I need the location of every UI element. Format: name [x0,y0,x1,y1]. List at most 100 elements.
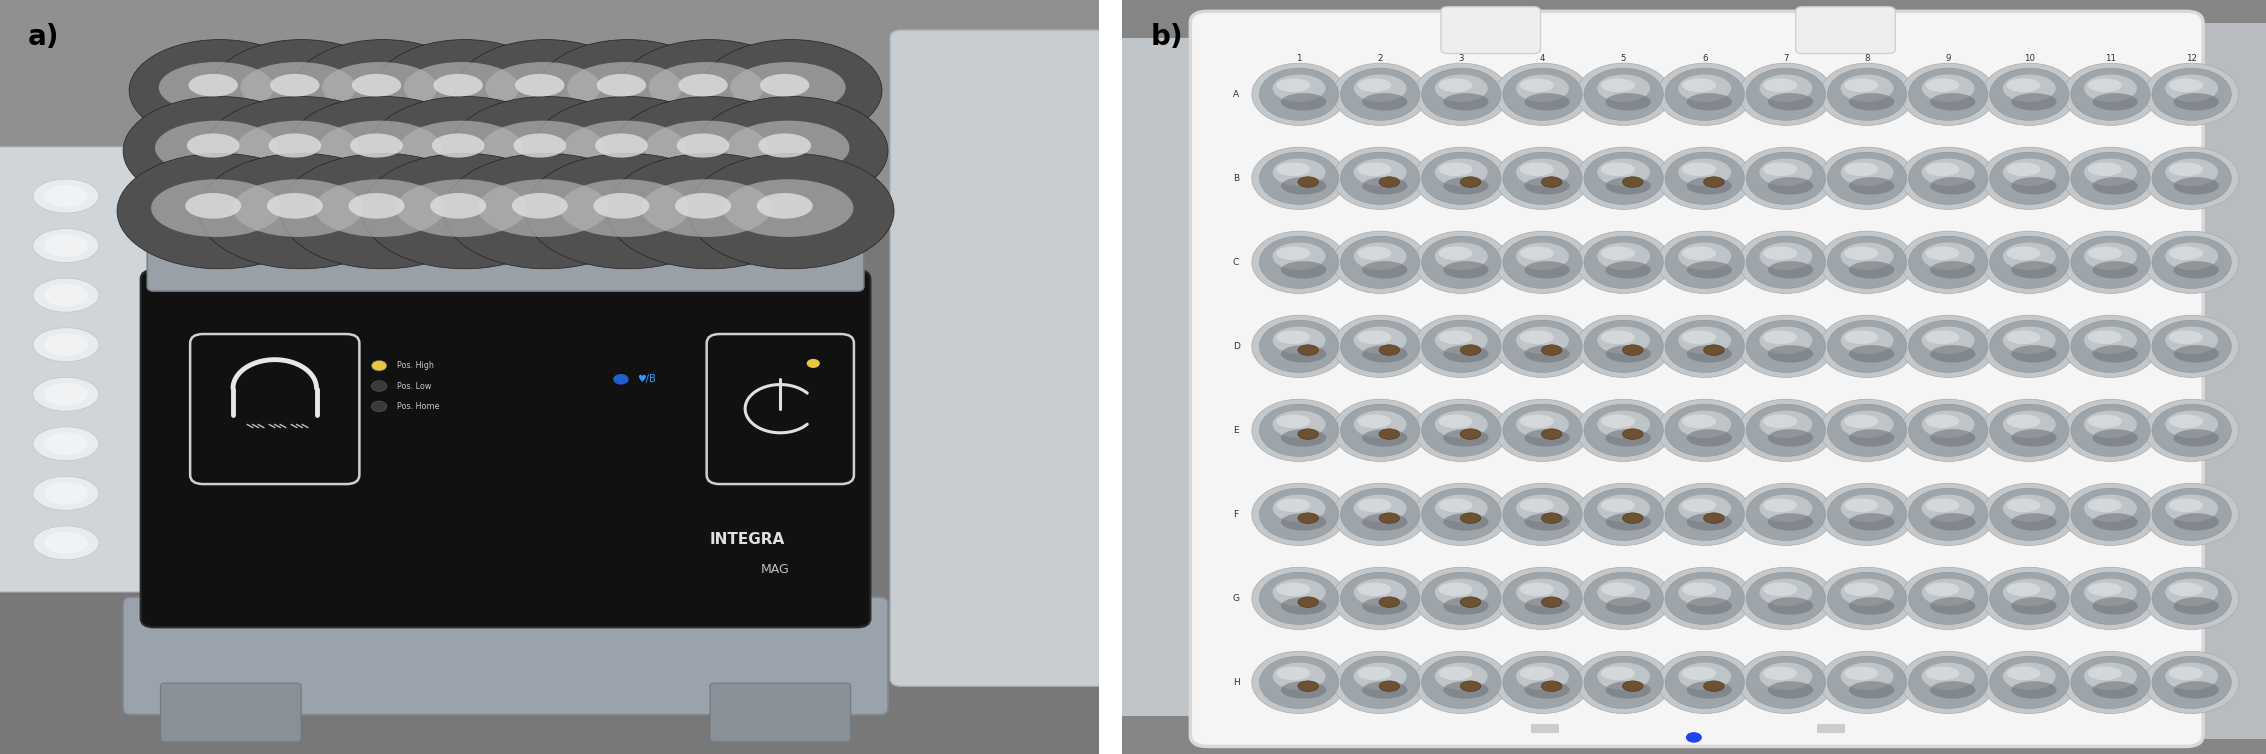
Ellipse shape [1901,315,1996,378]
Ellipse shape [1607,597,1652,615]
Ellipse shape [1577,315,1670,378]
Ellipse shape [1280,261,1326,278]
Ellipse shape [480,121,605,175]
Ellipse shape [1251,63,1346,125]
Ellipse shape [2064,483,2157,545]
Text: C: C [1233,258,1240,267]
Ellipse shape [1607,345,1652,363]
Ellipse shape [1273,663,1326,690]
Ellipse shape [1280,681,1326,699]
Ellipse shape [1990,404,2069,456]
Ellipse shape [444,154,648,269]
Ellipse shape [1414,63,1509,125]
FancyBboxPatch shape [140,270,870,627]
Ellipse shape [1443,681,1489,699]
Ellipse shape [1666,236,1745,289]
Ellipse shape [1681,162,1715,176]
Ellipse shape [1840,411,1894,438]
Ellipse shape [1758,75,1813,102]
Ellipse shape [1747,320,1826,372]
Ellipse shape [34,526,100,559]
Ellipse shape [363,154,566,269]
Text: B: B [1233,173,1240,182]
Ellipse shape [1502,404,1582,456]
Ellipse shape [1584,68,1663,121]
Ellipse shape [1622,429,1643,440]
Ellipse shape [1260,656,1339,709]
Ellipse shape [1525,597,1570,615]
Ellipse shape [1273,578,1326,606]
Ellipse shape [1341,320,1421,372]
Ellipse shape [1577,567,1670,630]
Ellipse shape [1704,176,1724,187]
Ellipse shape [1666,404,1745,456]
Ellipse shape [2173,429,2218,446]
Text: H: H [1233,678,1240,687]
Text: 8: 8 [1865,54,1869,63]
Ellipse shape [1341,236,1421,289]
Ellipse shape [1686,429,1731,446]
Ellipse shape [152,179,281,237]
Ellipse shape [1421,656,1500,709]
Ellipse shape [2064,315,2157,378]
Ellipse shape [1849,93,1894,111]
Ellipse shape [1598,663,1650,690]
Ellipse shape [2087,498,2121,512]
Ellipse shape [1421,488,1500,541]
Ellipse shape [397,179,526,237]
Ellipse shape [1686,597,1731,615]
Bar [451,211,478,260]
Bar [308,93,313,128]
Ellipse shape [1849,681,1894,699]
Ellipse shape [1496,483,1591,545]
Ellipse shape [2008,247,2042,260]
Text: D: D [1233,342,1240,351]
Ellipse shape [696,97,888,205]
Ellipse shape [315,179,444,237]
Ellipse shape [1901,483,1996,545]
Ellipse shape [1840,663,1894,690]
Ellipse shape [2071,236,2150,289]
Ellipse shape [1459,429,1480,440]
Ellipse shape [2092,597,2137,615]
Text: 6: 6 [1702,54,1709,63]
Ellipse shape [1747,488,1826,541]
Bar [698,90,723,132]
Ellipse shape [43,433,88,455]
Text: 4: 4 [1539,54,1545,63]
Ellipse shape [2144,231,2239,293]
Circle shape [807,359,820,368]
Ellipse shape [2008,162,2042,176]
Bar [553,93,557,128]
Ellipse shape [1496,399,1591,461]
Ellipse shape [2144,651,2239,713]
Ellipse shape [646,121,768,175]
Ellipse shape [1820,399,1915,461]
Ellipse shape [596,74,646,97]
Text: 10: 10 [2024,54,2035,63]
Ellipse shape [2166,75,2218,102]
Ellipse shape [560,179,691,237]
Ellipse shape [1443,261,1489,278]
Bar [718,153,723,192]
Ellipse shape [1434,75,1489,102]
Text: ♥/Β: ♥/Β [637,374,657,385]
Ellipse shape [730,62,845,113]
Ellipse shape [1496,63,1591,125]
Ellipse shape [1439,498,1473,512]
Ellipse shape [1600,667,1634,680]
Ellipse shape [159,62,274,113]
Ellipse shape [34,328,100,362]
Ellipse shape [2153,68,2232,121]
Ellipse shape [118,154,322,269]
Ellipse shape [2071,572,2150,624]
Bar [471,153,476,192]
Ellipse shape [1584,152,1663,204]
Ellipse shape [1421,152,1500,204]
Ellipse shape [236,121,360,175]
Ellipse shape [1421,236,1500,289]
Ellipse shape [678,74,727,97]
Ellipse shape [1656,567,1752,630]
Ellipse shape [1298,429,1319,440]
Ellipse shape [1983,231,2076,293]
